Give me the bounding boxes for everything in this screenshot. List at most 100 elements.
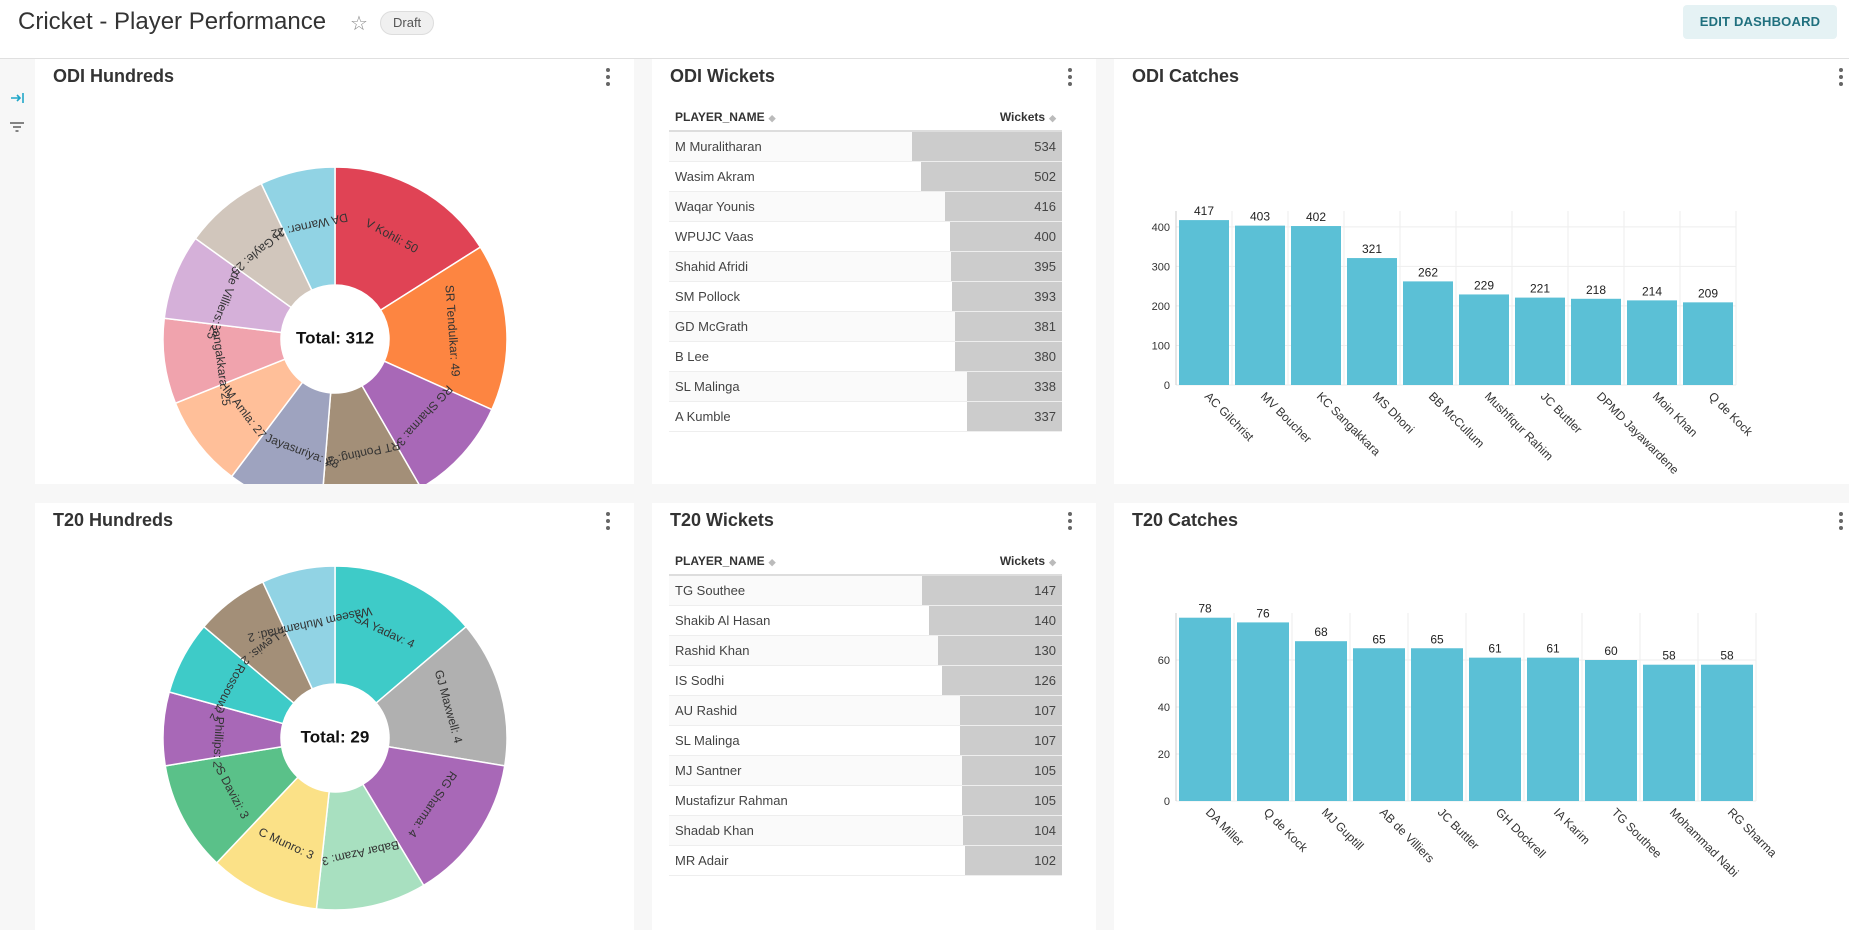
table-row[interactable]: GD McGrath 381: [669, 311, 1062, 342]
table-row[interactable]: Shakib Al Hasan 140: [669, 605, 1062, 636]
bar-value-label: 214: [1642, 284, 1662, 298]
expand-icon[interactable]: [8, 89, 26, 107]
bar[interactable]: [1683, 302, 1733, 385]
pie-slice[interactable]: [215, 776, 330, 910]
column-header-player[interactable]: PLAYER_NAME ◆: [669, 548, 914, 576]
panel-t20-wickets: T20 Wickets PLAYER_NAME ◆ Wickets ◆ TG Sou…: [652, 503, 1096, 930]
table-row[interactable]: Rashid Khan 130: [669, 635, 1062, 666]
player-name-cell: SL Malinga: [669, 371, 914, 402]
column-header-player[interactable]: PLAYER_NAME ◆: [669, 104, 914, 132]
bar-value-label: 262: [1418, 265, 1438, 279]
table-row[interactable]: TG Southee 147: [669, 575, 1062, 606]
x-tick-label: AC Gilchrist: [1202, 389, 1257, 444]
cell-bar: [921, 162, 1062, 191]
panel-title: ODI Catches: [1132, 66, 1240, 86]
wickets-cell: 105: [914, 785, 1062, 816]
dashboard-title: Cricket - Player Performance: [18, 8, 327, 35]
table-row[interactable]: Mustafizur Rahman 105: [669, 785, 1062, 816]
pie-slice[interactable]: [315, 783, 425, 911]
bar[interactable]: [1701, 664, 1753, 801]
bar[interactable]: [1527, 657, 1579, 801]
cell-value: 337: [1034, 409, 1056, 424]
wickets-cell: 400: [914, 221, 1062, 252]
table-row[interactable]: A Kumble 337: [669, 401, 1062, 432]
bar[interactable]: [1469, 657, 1521, 801]
more-options-icon[interactable]: [602, 509, 614, 533]
favorite-star-icon[interactable]: ☆: [350, 13, 368, 35]
pie-slice[interactable]: [261, 565, 336, 690]
column-header-wickets[interactable]: Wickets ◆: [914, 548, 1062, 576]
bar[interactable]: [1237, 622, 1289, 801]
odi-catches-bar-chart: 0 100 200 300 400 417 AC Gilchrist 403 MV Bouche…: [1152, 204, 1756, 477]
bar[interactable]: [1353, 648, 1405, 801]
table-row[interactable]: WPUJC Vaas 400: [669, 221, 1062, 252]
table-row[interactable]: IS Sodhi 126: [669, 665, 1062, 696]
more-options-icon[interactable]: [1064, 509, 1076, 533]
table-row[interactable]: Shahid Afridi 395: [669, 251, 1062, 282]
pie-slice[interactable]: [334, 166, 482, 312]
table-row[interactable]: Waqar Younis 416: [669, 191, 1062, 222]
table-row[interactable]: SM Pollock 393: [669, 281, 1062, 312]
header-bar: Cricket - Player Performance ☆ Draft EDI…: [0, 0, 1849, 59]
cell-bar: [945, 192, 1062, 221]
wickets-cell: 105: [914, 755, 1062, 786]
bar[interactable]: [1403, 281, 1453, 385]
more-options-icon[interactable]: [1835, 509, 1847, 533]
bar-value-label: 65: [1430, 632, 1444, 646]
table-row[interactable]: Wasim Akram 502: [669, 161, 1062, 192]
bar[interactable]: [1571, 298, 1621, 385]
pie-slice[interactable]: [334, 565, 468, 705]
player-name-cell: MR Adair: [669, 845, 914, 876]
more-options-icon[interactable]: [602, 65, 614, 89]
bar-value-label: 68: [1314, 625, 1328, 639]
pie-slice[interactable]: [260, 166, 336, 292]
player-name-cell: TG Southee: [669, 575, 914, 606]
x-tick-label: GH Dockrell: [1493, 805, 1549, 861]
wickets-cell: 104: [914, 815, 1062, 846]
player-name-cell: Wasim Akram: [669, 161, 914, 192]
bar[interactable]: [1515, 297, 1565, 385]
bar[interactable]: [1179, 220, 1229, 385]
bar[interactable]: [1347, 258, 1397, 385]
table-row[interactable]: M Muralitharan 534: [669, 131, 1062, 162]
panel-odi-wickets: ODI Wickets PLAYER_NAME ◆ Wickets ◆ M Mura…: [652, 59, 1096, 484]
pie-slice[interactable]: [375, 625, 508, 767]
bar[interactable]: [1295, 641, 1347, 801]
pie-slice[interactable]: [379, 246, 508, 411]
bar[interactable]: [1585, 660, 1637, 801]
bar[interactable]: [1411, 648, 1463, 801]
bar[interactable]: [1643, 664, 1695, 801]
y-tick-label: 400: [1152, 222, 1170, 234]
more-options-icon[interactable]: [1064, 65, 1076, 89]
bar[interactable]: [1627, 300, 1677, 385]
pie-slice[interactable]: [321, 384, 421, 484]
bar[interactable]: [1459, 294, 1509, 385]
x-tick-label: JC Buttler: [1435, 805, 1482, 852]
table-row[interactable]: SL Malinga 107: [669, 725, 1062, 756]
edit-dashboard-button[interactable]: EDIT DASHBOARD: [1683, 5, 1837, 39]
table-row[interactable]: MR Adair 102: [669, 845, 1062, 876]
table-row[interactable]: B Lee 380: [669, 341, 1062, 372]
bar[interactable]: [1235, 225, 1285, 385]
more-options-icon[interactable]: [1835, 65, 1847, 89]
cell-bar: [962, 786, 1062, 815]
bar-value-label: 65: [1372, 632, 1386, 646]
player-name-cell: Rashid Khan: [669, 635, 914, 666]
table-row[interactable]: SL Malinga 338: [669, 371, 1062, 402]
filter-icon[interactable]: [8, 118, 26, 136]
column-header-wickets[interactable]: Wickets ◆: [914, 104, 1062, 132]
pie-slice[interactable]: [164, 745, 299, 864]
cell-value: 140: [1034, 613, 1056, 628]
table-row[interactable]: Shadab Khan 104: [669, 815, 1062, 846]
bar[interactable]: [1179, 617, 1231, 801]
player-name-cell: M Muralitharan: [669, 131, 914, 162]
table-row[interactable]: AU Rashid 107: [669, 695, 1062, 726]
player-name-cell: SL Malinga: [669, 725, 914, 756]
pie-slice[interactable]: [361, 745, 506, 887]
pie-slice[interactable]: [360, 360, 493, 484]
x-tick-label: TG Southee: [1609, 805, 1665, 861]
x-tick-label: DA Miller: [1203, 805, 1247, 849]
wickets-cell: 416: [914, 191, 1062, 222]
table-row[interactable]: MJ Santner 105: [669, 755, 1062, 786]
bar[interactable]: [1291, 226, 1341, 385]
